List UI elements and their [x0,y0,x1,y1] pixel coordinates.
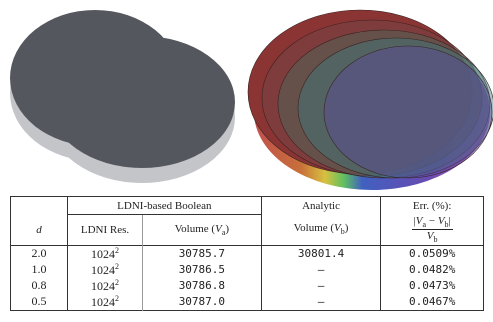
cell: 30787.0 [143,294,262,311]
cell: 0.0467% [381,294,484,311]
cell: 30785.7 [143,245,262,262]
res-base: 1024 [91,295,115,309]
cell: — [261,294,381,311]
cell: 30786.8 [143,278,262,294]
analytic-header: Analytic [261,197,381,215]
cell: 10242 [68,245,143,262]
cell: 0.0482% [381,262,484,278]
col-va: Volume (Va) [143,215,262,246]
res-exp: 2 [115,262,119,271]
page: LDNI-based Boolean Analytic Err. (%): d … [0,0,493,322]
col-err: |Va − Vb|Vb [381,215,484,246]
colored-model [248,10,493,190]
cell: 0.0509% [381,245,484,262]
res-base: 1024 [91,279,115,293]
cell: — [261,262,381,278]
res-base: 1024 [91,247,115,261]
gray-model [10,10,235,183]
results-table: LDNI-based Boolean Analytic Err. (%): d … [10,196,484,311]
col-d: d [36,224,42,236]
cell: 30786.5 [143,262,262,278]
cell: 1.0 [11,262,68,278]
res-exp: 2 [115,278,119,287]
res-exp: 2 [115,294,119,303]
res-exp: 2 [115,246,119,255]
error-header: Err. (%): [381,197,484,215]
cell: 0.8 [11,278,68,294]
cell: 0.5 [11,294,68,311]
cell: 10242 [68,294,143,311]
renderings [0,0,493,196]
cell: 2.0 [11,245,68,262]
cell: 0.0473% [381,278,484,294]
cell: — [261,278,381,294]
cell: 10242 [68,262,143,278]
group-header: LDNI-based Boolean [68,197,262,215]
col-vb: Volume (Vb) [261,215,381,246]
res-base: 1024 [91,263,115,277]
cell: 10242 [68,278,143,294]
col-res: LDNI Res. [68,215,143,246]
cell: 30801.4 [261,245,381,262]
